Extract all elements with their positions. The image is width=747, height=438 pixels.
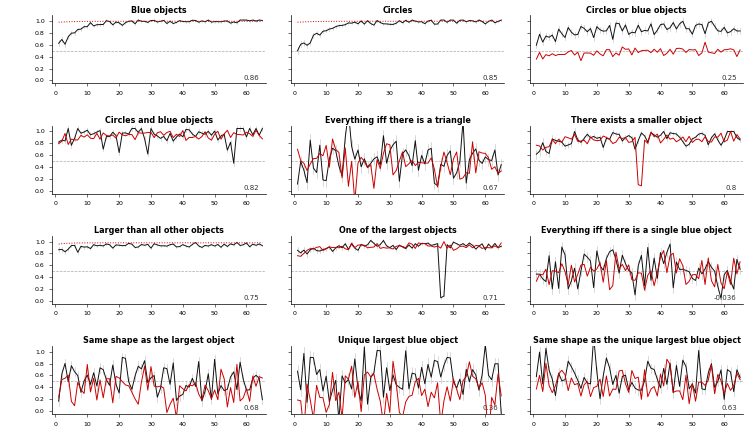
Title: Same shape as the largest object: Same shape as the largest object: [83, 336, 235, 345]
Title: Same shape as the unique largest blue object: Same shape as the unique largest blue ob…: [533, 336, 740, 345]
Text: -0.036: -0.036: [714, 295, 737, 301]
Text: 0.36: 0.36: [483, 405, 498, 411]
Title: Blue objects: Blue objects: [131, 6, 187, 14]
Text: 0.25: 0.25: [722, 74, 737, 81]
Title: There exists a smaller object: There exists a smaller object: [571, 116, 702, 125]
Text: 0.86: 0.86: [244, 74, 259, 81]
Title: Circles and blue objects: Circles and blue objects: [105, 116, 213, 125]
Text: 0.63: 0.63: [721, 405, 737, 411]
Text: 0.71: 0.71: [483, 295, 498, 301]
Text: 0.68: 0.68: [244, 405, 259, 411]
Text: 0.8: 0.8: [725, 185, 737, 191]
Title: Everything iff there is a triangle: Everything iff there is a triangle: [325, 116, 471, 125]
Title: Larger than all other objects: Larger than all other objects: [94, 226, 224, 235]
Title: One of the largest objects: One of the largest objects: [339, 226, 456, 235]
Text: 0.82: 0.82: [244, 185, 259, 191]
Title: Unique largest blue object: Unique largest blue object: [338, 336, 458, 345]
Title: Circles: Circles: [382, 6, 413, 14]
Text: 0.67: 0.67: [483, 185, 498, 191]
Text: 0.75: 0.75: [244, 295, 259, 301]
Text: 0.85: 0.85: [483, 74, 498, 81]
Title: Circles or blue objects: Circles or blue objects: [586, 6, 687, 14]
Title: Everything iff there is a single blue object: Everything iff there is a single blue ob…: [542, 226, 732, 235]
